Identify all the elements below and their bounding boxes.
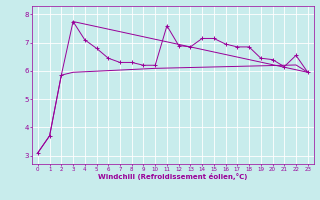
X-axis label: Windchill (Refroidissement éolien,°C): Windchill (Refroidissement éolien,°C) xyxy=(98,173,247,180)
